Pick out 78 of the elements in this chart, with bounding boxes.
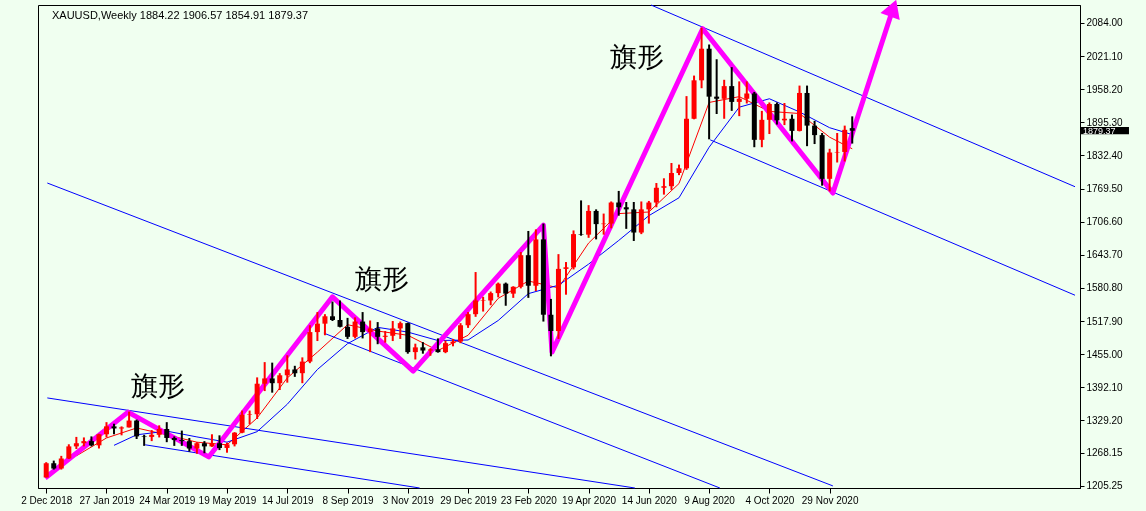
y-tick-label: 1643.70 (1086, 249, 1124, 261)
x-tick-label: 2 Dec 2018 (21, 494, 73, 506)
candlestick (729, 66, 735, 112)
y-tick-label: 1580.80 (1086, 282, 1124, 294)
candlestick (586, 204, 592, 239)
candlestick (329, 300, 335, 323)
chart-title: XAUUSD,Weekly 1884.22 1906.57 1854.91 1879.37 (52, 9, 309, 21)
candlestick (382, 330, 388, 344)
candlestick (239, 409, 245, 435)
candlestick (503, 281, 509, 307)
candlestick (367, 319, 373, 354)
candlestick (262, 361, 268, 393)
candlestick (337, 299, 343, 329)
candlestick (314, 311, 320, 343)
candlestick (661, 177, 667, 196)
x-tick-label: 29 Dec 2019 (440, 494, 498, 506)
candlestick (322, 313, 328, 337)
y-tick-label: 1517.90 (1086, 315, 1124, 327)
candlestick (179, 429, 185, 447)
x-tick-label: 23 Feb 2020 (500, 494, 558, 506)
candlestick (631, 200, 637, 242)
x-tick-label: 14 Jul 2019 (261, 494, 315, 506)
x-tick-label: 9 Aug 2020 (684, 494, 736, 506)
annotation: 旗形 (610, 41, 665, 73)
candlestick (638, 200, 644, 236)
y-tick-label: 1958.20 (1086, 83, 1124, 95)
x-tick-label: 27 Jan 2019 (79, 494, 135, 506)
candlestick (578, 199, 584, 237)
candlestick (141, 433, 147, 447)
candlestick (345, 316, 351, 340)
candlestick (134, 418, 140, 441)
candlestick (563, 261, 569, 296)
candlestick (375, 321, 381, 346)
candlestick (284, 354, 290, 384)
candlestick (473, 271, 479, 318)
candlestick (812, 119, 818, 146)
candlestick (390, 320, 396, 343)
x-tick-label: 24 Mar 2019 (139, 494, 196, 506)
y-tick-label: 1455.00 (1086, 348, 1124, 360)
candlestick (608, 200, 614, 230)
candlestick (623, 200, 629, 230)
y-tick-label: 1205.25 (1086, 480, 1124, 492)
x-tick-label: 3 Nov 2019 (382, 494, 435, 506)
x-tick-label: 29 Nov 2020 (801, 494, 859, 506)
candlestick (774, 101, 780, 126)
annotation: 旗形 (354, 263, 409, 295)
y-tick-label: 1769.50 (1086, 183, 1124, 195)
candlestick (668, 162, 674, 191)
candlestick (352, 316, 358, 340)
candlestick (299, 356, 305, 385)
candlestick (842, 124, 848, 163)
candlestick (548, 297, 554, 358)
x-tick-label: 8 Sep 2019 (322, 494, 375, 506)
x-tick-label: 4 Oct 2020 (745, 494, 795, 506)
y-tick-label: 1329.20 (1086, 414, 1124, 426)
candlestick (360, 311, 366, 340)
candlestick (789, 113, 795, 143)
candlestick (458, 322, 464, 345)
candlestick (849, 115, 855, 145)
y-tick-label: 1832.40 (1086, 149, 1124, 161)
candlestick (766, 101, 772, 136)
x-tick-label: 19 May 2019 (198, 494, 257, 506)
x-tick-label: 19 Apr 2020 (562, 494, 617, 506)
candlestick (714, 58, 720, 116)
text: 1879.37 (1083, 125, 1116, 136)
candlestick (653, 182, 659, 209)
y-tick-label: 1268.15 (1086, 447, 1124, 459)
y-tick-label: 1706.60 (1086, 216, 1124, 228)
y-tick-label: 1895.30 (1086, 116, 1124, 128)
y-tick-label: 1392.10 (1086, 381, 1124, 393)
candlestick (593, 208, 599, 241)
candlestick (759, 109, 765, 149)
candlestick (269, 361, 275, 394)
x-tick-label: 14 Jun 2020 (621, 494, 678, 506)
y-tick-label: 2021.10 (1086, 50, 1124, 62)
candlestick (164, 421, 170, 444)
annotation: 旗形 (130, 369, 185, 401)
y-tick-label: 2084.00 (1086, 17, 1124, 29)
